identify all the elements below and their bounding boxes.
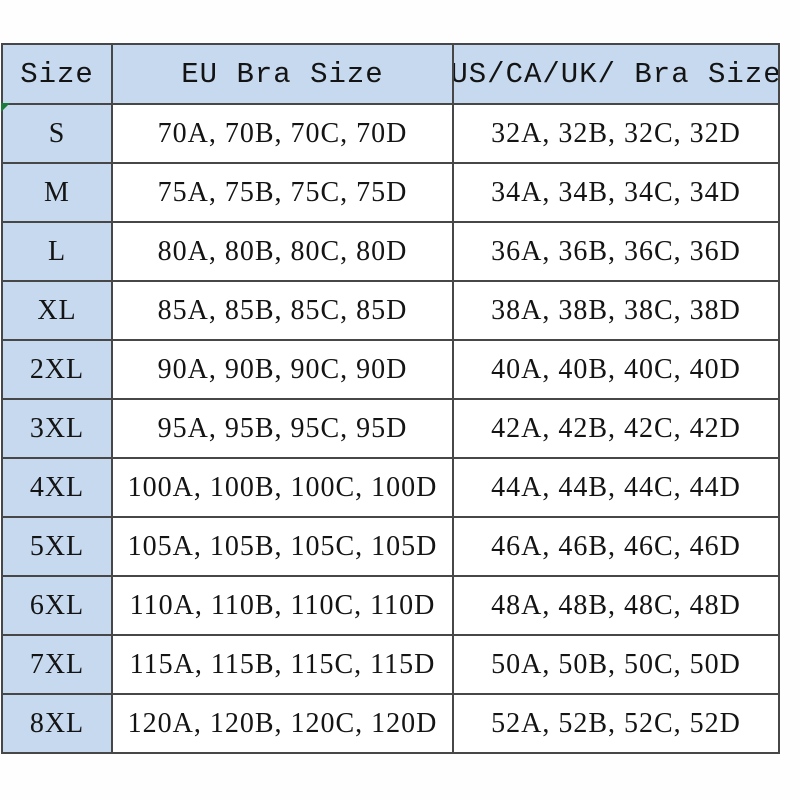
- us-size-cell: 52A, 52B, 52C, 52D: [491, 707, 741, 739]
- table-row-7xl: 7XL 115A, 115B, 115C, 115D 50A, 50B, 50C…: [3, 636, 778, 695]
- table-row-8xl: 8XL 120A, 120B, 120C, 120D 52A, 52B, 52C…: [3, 695, 778, 752]
- us-size-cell: 34A, 34B, 34C, 34D: [491, 176, 741, 208]
- us-size-cell: 36A, 36B, 36C, 36D: [491, 235, 741, 267]
- size-cell: 8XL: [3, 695, 113, 752]
- table-row-xl: XL 85A, 85B, 85C, 85D 38A, 38B, 38C, 38D: [3, 282, 778, 341]
- size-cell: M: [3, 164, 113, 221]
- table-row-m: M 75A, 75B, 75C, 75D 34A, 34B, 34C, 34D: [3, 164, 778, 223]
- size-cell: 7XL: [3, 636, 113, 693]
- header-cell-us-ca-uk-bra-size: US/CA/UK/ Bra Size: [454, 45, 778, 103]
- header-cell-size: Size: [3, 45, 113, 103]
- table-row-6xl: 6XL 110A, 110B, 110C, 110D 48A, 48B, 48C…: [3, 577, 778, 636]
- eu-size-cell: 115A, 115B, 115C, 115D: [113, 636, 454, 693]
- table-row-4xl: 4XL 100A, 100B, 100C, 100D 44A, 44B, 44C…: [3, 459, 778, 518]
- size-cell: L: [3, 223, 113, 280]
- eu-size-cell: 100A, 100B, 100C, 100D: [113, 459, 454, 516]
- size-cell: 5XL: [3, 518, 113, 575]
- us-size-cell: 40A, 40B, 40C, 40D: [491, 353, 741, 385]
- us-size-cell: 32A, 32B, 32C, 32D: [491, 117, 741, 149]
- eu-size-cell: 120A, 120B, 120C, 120D: [113, 695, 454, 752]
- table-row-l: L 80A, 80B, 80C, 80D 36A, 36B, 36C, 36D: [3, 223, 778, 282]
- us-size-cell: 42A, 42B, 42C, 42D: [491, 412, 741, 444]
- table-row-s: S 70A, 70B, 70C, 70D 32A, 32B, 32C, 32D: [3, 105, 778, 164]
- size-cell: 3XL: [3, 400, 113, 457]
- size-cell: XL: [3, 282, 113, 339]
- size-cell: 4XL: [3, 459, 113, 516]
- table-row-5xl: 5XL 105A, 105B, 105C, 105D 46A, 46B, 46C…: [3, 518, 778, 577]
- us-size-cell: 50A, 50B, 50C, 50D: [491, 648, 741, 680]
- size-cell: 6XL: [3, 577, 113, 634]
- table-row-2xl: 2XL 90A, 90B, 90C, 90D 40A, 40B, 40C, 40…: [3, 341, 778, 400]
- cell-corner-marker-icon: [1, 103, 10, 112]
- table-row-3xl: 3XL 95A, 95B, 95C, 95D 42A, 42B, 42C, 42…: [3, 400, 778, 459]
- size-cell: 2XL: [3, 341, 113, 398]
- eu-size-cell: 110A, 110B, 110C, 110D: [113, 577, 454, 634]
- eu-size-cell: 70A, 70B, 70C, 70D: [113, 105, 454, 162]
- eu-size-cell: 90A, 90B, 90C, 90D: [113, 341, 454, 398]
- eu-size-cell: 80A, 80B, 80C, 80D: [113, 223, 454, 280]
- size-cell: S: [3, 105, 113, 162]
- eu-size-cell: 85A, 85B, 85C, 85D: [113, 282, 454, 339]
- header-row: Size EU Bra Size US/CA/UK/ Bra Size: [3, 45, 778, 105]
- eu-size-cell: 95A, 95B, 95C, 95D: [113, 400, 454, 457]
- eu-size-cell: 105A, 105B, 105C, 105D: [113, 518, 454, 575]
- size-chart-table: Size EU Bra Size US/CA/UK/ Bra Size S 70…: [1, 43, 780, 754]
- eu-size-cell: 75A, 75B, 75C, 75D: [113, 164, 454, 221]
- us-size-cell: 38A, 38B, 38C, 38D: [491, 294, 741, 326]
- us-size-cell: 48A, 48B, 48C, 48D: [491, 589, 741, 621]
- header-cell-eu-bra-size: EU Bra Size: [113, 45, 454, 103]
- us-size-cell: 46A, 46B, 46C, 46D: [491, 530, 741, 562]
- us-size-cell: 44A, 44B, 44C, 44D: [491, 471, 741, 503]
